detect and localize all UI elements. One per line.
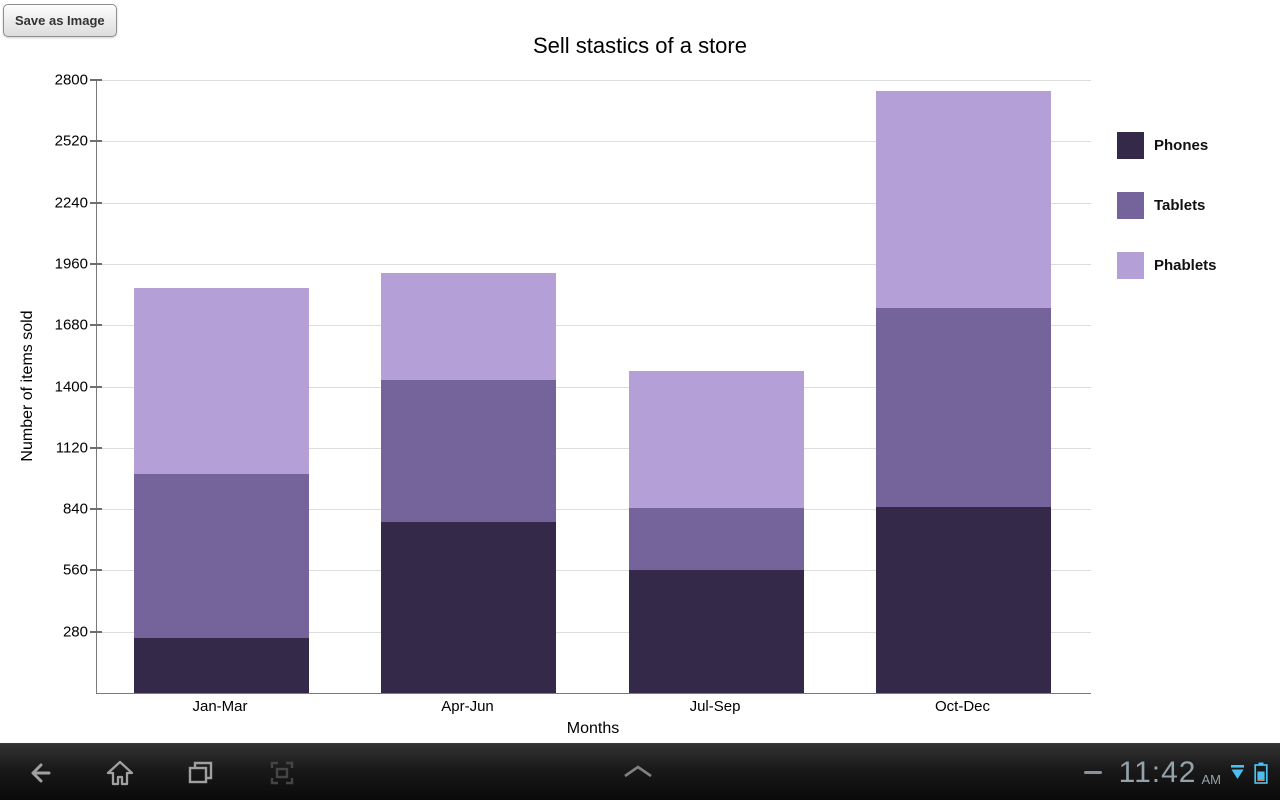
clock-meridiem: AM <box>1201 771 1222 787</box>
y-tick-label: 2800 <box>54 71 88 89</box>
legend-swatch <box>1117 252 1144 279</box>
recents-button-icon[interactable] <box>185 757 217 789</box>
y-tick <box>90 262 102 265</box>
y-tick-label: 840 <box>62 500 88 518</box>
legend-label: Phones <box>1154 137 1209 154</box>
x-tick-label: Jan-Mar <box>192 698 248 715</box>
gridline <box>97 570 1091 572</box>
bar-segment-phones-jul-sep <box>628 570 804 693</box>
back-button-icon[interactable] <box>24 757 56 789</box>
x-tick-label: Oct-Dec <box>934 698 990 715</box>
chevron-up-icon[interactable] <box>622 764 654 778</box>
y-tick-label: 560 <box>62 561 88 579</box>
legend-label: Phablets <box>1154 257 1217 274</box>
y-tick <box>90 140 102 143</box>
minus-icon <box>1083 771 1102 774</box>
chart-legend: Phones Tablets Phablets <box>1117 132 1217 279</box>
y-tick <box>90 79 102 81</box>
y-tick <box>90 446 102 449</box>
y-axis-tick-labels: 280 560 840 1120 1400 1680 1960 2240 2520 2800 <box>26 72 88 693</box>
x-tick-label: Jul-Sep <box>689 698 741 715</box>
y-tick-label: 1960 <box>54 255 88 273</box>
gridline <box>97 263 1091 265</box>
android-navbar: 11:42 AM <box>0 743 1280 800</box>
bar-segment-phablets-jul-sep <box>628 371 804 509</box>
gridline <box>97 202 1091 204</box>
screenshot-button-icon[interactable] <box>266 757 298 789</box>
status-cluster: 11:42 AM <box>1083 744 1268 801</box>
y-tick-label: 280 <box>62 623 88 641</box>
gridline <box>97 631 1091 633</box>
gridline <box>97 325 1091 327</box>
bar-segment-phones-jan-mar <box>133 638 309 693</box>
y-tick-label: 2240 <box>54 194 88 212</box>
legend-swatch <box>1117 132 1144 159</box>
gridline <box>97 386 1091 388</box>
bar-segment-tablets-apr-jun <box>381 379 556 523</box>
x-tick-label: Apr-Jun <box>441 698 494 715</box>
bar-segment-phones-oct-dec <box>876 506 1051 693</box>
y-tick-label: 1680 <box>54 316 88 334</box>
legend-item-phones: Phones <box>1117 132 1217 159</box>
gridline <box>97 447 1091 449</box>
bar-segment-phablets-oct-dec <box>876 90 1051 308</box>
legend-label: Tablets <box>1154 197 1206 214</box>
battery-icon <box>1254 762 1268 784</box>
y-tick <box>90 324 102 327</box>
clock: 11:42 <box>1118 755 1197 789</box>
bar-segment-tablets-oct-dec <box>876 307 1051 507</box>
legend-item-tablets: Tablets <box>1117 192 1217 219</box>
gridline <box>97 141 1091 143</box>
bar-segment-phablets-apr-jun <box>381 272 556 380</box>
y-tick-label: 1120 <box>55 439 88 457</box>
y-tick <box>90 385 102 388</box>
y-tick-label: 2520 <box>54 132 88 150</box>
bar-segment-tablets-jan-mar <box>133 474 309 639</box>
bar-segment-phones-apr-jun <box>381 522 556 693</box>
legend-item-phablets: Phablets <box>1117 252 1217 279</box>
chart-title: Sell stastics of a store <box>533 33 747 58</box>
y-tick <box>90 569 102 572</box>
legend-swatch <box>1117 192 1144 219</box>
y-tick <box>90 630 102 633</box>
bar-segment-tablets-jul-sep <box>628 508 804 571</box>
y-tick <box>90 201 102 204</box>
gridline <box>97 509 1091 511</box>
y-tick <box>90 508 102 511</box>
save-as-image-button[interactable]: Save as Image <box>3 4 117 37</box>
home-button-icon[interactable] <box>104 757 136 789</box>
plot-area <box>90 79 1091 694</box>
x-axis-title: Months <box>566 720 620 737</box>
gridline <box>97 80 1091 81</box>
bar-segment-phablets-jan-mar <box>133 288 309 475</box>
x-axis-tick-labels: Jan-Mar Apr-Jun Jul-Sep Oct-Dec <box>96 698 1090 718</box>
signal-icon <box>1231 765 1244 779</box>
y-tick-label: 1400 <box>54 378 88 395</box>
